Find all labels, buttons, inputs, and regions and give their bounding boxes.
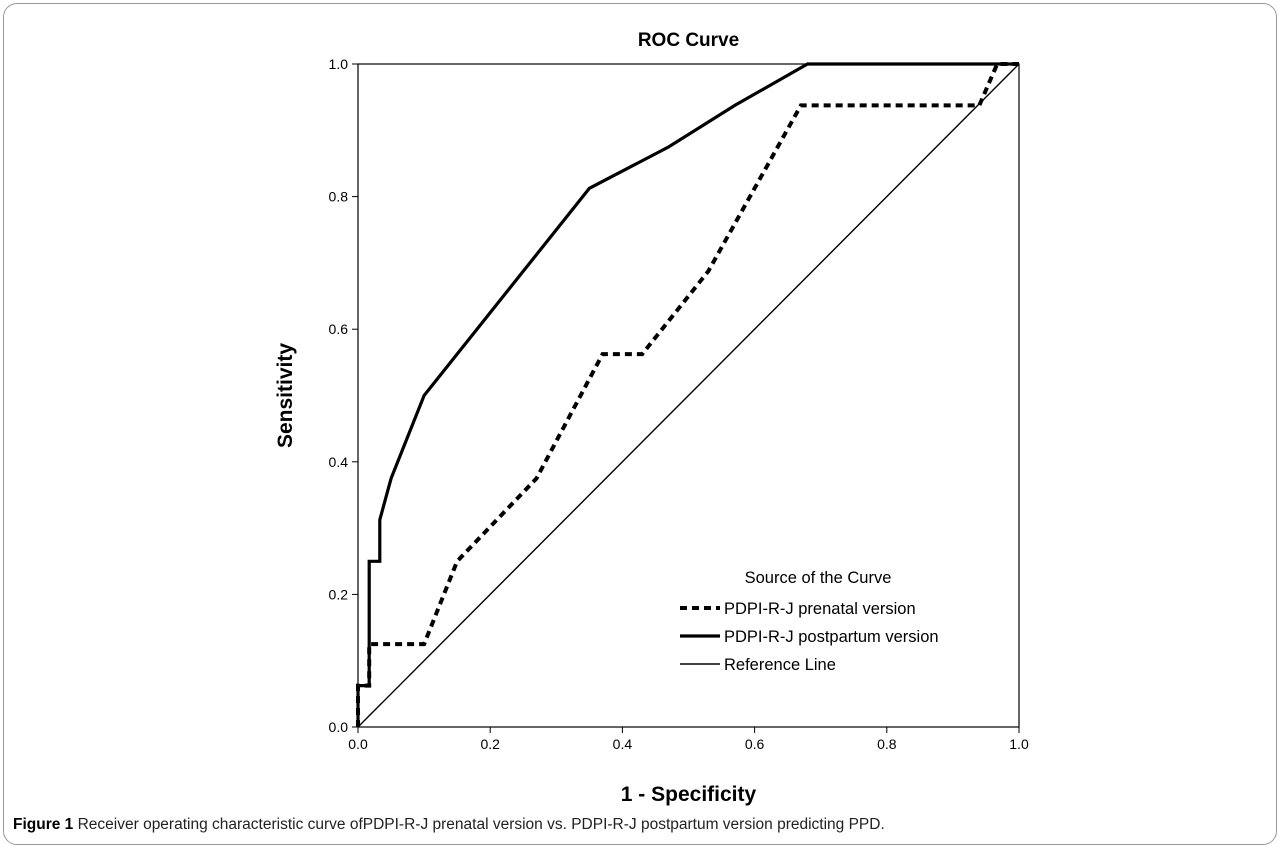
- y-tick-label: 0.2: [329, 586, 349, 602]
- x-tick-label: 0.4: [613, 736, 633, 752]
- y-tick-label: 0.0: [329, 719, 349, 735]
- legend-item-label: PDPI-R-J prenatal version: [724, 600, 916, 618]
- curves: [356, 62, 1020, 728]
- y-tick-label: 0.4: [329, 454, 349, 470]
- tick-labels: 0.0 0.2 0.4 0.6 0.8 1.0 0.0 0.2 0.4 0.6 0.8 1.0: [329, 56, 1029, 752]
- caption-text: Receiver operating characteristic curve …: [73, 816, 885, 833]
- legend: Source of the Curve PDPI-R-J prenatal ve…: [680, 569, 939, 674]
- caption-label: Figure 1: [13, 816, 74, 833]
- x-tick-label: 1.0: [1009, 736, 1029, 752]
- x-tick-label: 0.2: [480, 736, 500, 752]
- x-tick-label: 0.8: [877, 736, 897, 752]
- y-tick-label: 0.8: [329, 189, 349, 205]
- y-axis-label: Sensitivity: [274, 343, 297, 448]
- legend-item-label: Reference Line: [724, 656, 836, 674]
- y-tick-label: 1.0: [329, 56, 349, 72]
- legend-item-label: PDPI-R-J postpartum version: [724, 628, 939, 646]
- chart-title: ROC Curve: [638, 30, 739, 51]
- legend-title: Source of the Curve: [745, 569, 892, 587]
- series-line-reference-line: [357, 63, 1020, 728]
- series-line-pdpi-r-j-postpartum-version: [356, 62, 1019, 727]
- figure-caption: Figure 1 Receiver operating characterist…: [13, 816, 885, 834]
- axes: [357, 63, 1020, 728]
- y-tick-label: 0.6: [329, 321, 349, 337]
- x-axis-label: 1 - Specificity: [621, 783, 757, 806]
- plot-area-border: [357, 63, 1020, 728]
- x-tick-label: 0.6: [745, 736, 765, 752]
- figure-frame: [3, 3, 1277, 845]
- x-tick-label: 0.0: [348, 736, 368, 752]
- series-line-pdpi-r-j-prenatal-version: [356, 62, 1019, 727]
